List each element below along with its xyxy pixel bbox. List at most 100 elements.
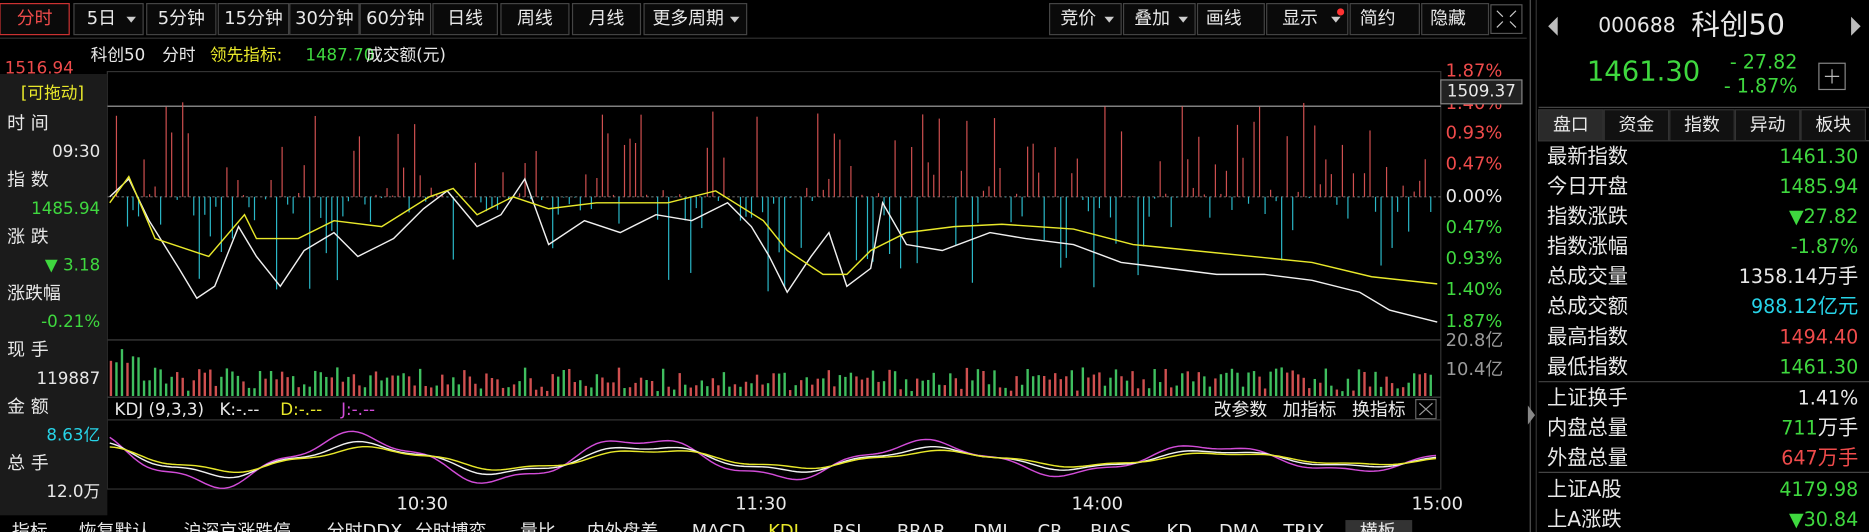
bottom-tab[interactable]: 横板 (1360, 521, 1396, 532)
quote-tab[interactable] (1800, 109, 1867, 142)
period-tab[interactable] (289, 3, 360, 36)
kdj-k: K:-.-- (219, 400, 259, 419)
quote-tab-label[interactable]: 资金 (1619, 114, 1655, 135)
collapse-arrow[interactable] (1527, 405, 1536, 425)
bottom-tab[interactable]: BIAS (1090, 521, 1131, 532)
bottom-tab[interactable]: DMA (1219, 521, 1261, 532)
index-line (109, 177, 1438, 323)
tool-button-label[interactable]: 画线 (1206, 8, 1242, 29)
tool-button-label[interactable]: 竞价 (1060, 8, 1096, 29)
period-tab[interactable] (500, 3, 570, 36)
period-tab[interactable] (0, 3, 70, 36)
pct-axis-label: 1.87% (1446, 61, 1503, 82)
info-label: 总 手 (7, 453, 49, 474)
bottom-tab[interactable]: CR (1038, 521, 1063, 532)
tool-button[interactable] (1196, 3, 1265, 36)
kdj-d: D:-.-- (280, 400, 322, 419)
period-tab[interactable] (571, 3, 642, 36)
bottom-tab[interactable]: KD (1166, 521, 1192, 532)
add-button[interactable] (1818, 62, 1846, 91)
bottom-tab[interactable]: 分时博弈 (415, 521, 487, 532)
close-indicator[interactable] (1415, 398, 1437, 420)
quote-row-value: 1461.30 (1779, 356, 1858, 378)
quote-tab-label[interactable]: 盘口 (1553, 114, 1589, 135)
fullscreen-button[interactable] (1490, 4, 1523, 35)
info-panel[interactable] (0, 73, 108, 516)
pct-axis-label: 0.47% (1446, 217, 1503, 238)
pct-axis-label: 0.93% (1446, 248, 1503, 269)
period-tab-label[interactable]: 60分钟 (366, 8, 425, 29)
bottom-tab[interactable]: 量比 (520, 521, 556, 532)
kdj-title: KDJ (9,3,3) (115, 400, 204, 419)
quote-row-value: 1461.30 (1779, 146, 1858, 168)
quote-row-value: 711 (1781, 418, 1817, 440)
quote-row-label: 最新指数 (1547, 144, 1628, 168)
bottom-tab-bg[interactable] (1345, 520, 1413, 532)
quote-tab[interactable] (1538, 109, 1604, 142)
quote-row-label: 上证换手 (1547, 386, 1628, 410)
period-tab-label[interactable]: 周线 (517, 8, 553, 29)
bottom-tab[interactable]: DMI (973, 521, 1007, 532)
period-tab-label[interactable]: 5分钟 (158, 8, 205, 29)
period-tab-label[interactable]: 日线 (447, 8, 483, 29)
bottom-tab[interactable]: 指标 (12, 521, 48, 532)
quote-row-label: 外盘总量 (1547, 446, 1628, 470)
quote-tab[interactable] (1669, 109, 1735, 142)
period-tab-label[interactable]: 5日 (87, 8, 116, 29)
period-tab-label[interactable]: 更多周期 (652, 8, 724, 29)
prev-button[interactable] (1548, 16, 1558, 36)
quote-tab-label[interactable]: 指数 (1684, 114, 1720, 135)
quote-tab-label[interactable]: 异动 (1750, 114, 1786, 135)
tool-button-label[interactable]: 隐藏 (1430, 8, 1466, 29)
indicator-button[interactable]: 改参数 (1214, 399, 1268, 420)
bottom-tab[interactable]: TRIX (1282, 521, 1324, 532)
quote-row-label: 最低指数 (1547, 354, 1628, 378)
tool-button-label[interactable]: 叠加 (1134, 8, 1170, 29)
period-tab-label[interactable]: 分时 (17, 8, 53, 29)
indicator-button[interactable]: 换指标 (1352, 399, 1406, 420)
period-tab-label[interactable]: 15分钟 (224, 8, 282, 29)
bottom-tab[interactable]: 分时DDX (327, 521, 403, 532)
notice-dot (1337, 8, 1345, 16)
lead-value: 1487.70 (305, 46, 374, 65)
quote-row-value: -1.87% (1791, 236, 1859, 258)
next-button[interactable] (1851, 16, 1861, 36)
period-tab-label[interactable]: 30分钟 (295, 8, 354, 29)
quote-tab[interactable] (1734, 109, 1801, 142)
quote-tab-label[interactable]: 板块 (1815, 114, 1851, 135)
bottom-tab[interactable]: KDJ (768, 521, 799, 532)
info-value: ▼ 3.18 (45, 256, 100, 275)
quote-code: 000688 (1598, 13, 1675, 37)
quote-row-label: 上证A股 (1547, 477, 1622, 501)
period-tab[interactable] (217, 3, 290, 36)
tool-button-label[interactable]: 简约 (1360, 8, 1396, 29)
bottom-tab[interactable]: RSI (833, 521, 862, 532)
quote-tab[interactable] (1603, 109, 1670, 142)
tool-button[interactable] (1349, 3, 1420, 36)
bottom-tab[interactable]: BRAR (897, 521, 946, 532)
indicator-button[interactable]: 加指标 (1283, 399, 1337, 420)
tool-button-label[interactable]: 显示 (1282, 8, 1318, 29)
bottom-tab[interactable]: MACD (692, 521, 746, 532)
quote-row-unit: 万手 (1818, 416, 1859, 440)
period-tab[interactable] (432, 3, 498, 36)
info-label: 现 手 (7, 340, 49, 361)
period-tab-label[interactable]: 月线 (589, 8, 625, 29)
period-tab[interactable] (146, 3, 217, 36)
quote-row-unit: 亿元 (1818, 294, 1859, 318)
tool-button[interactable] (1421, 3, 1490, 36)
bottom-tab[interactable]: 沪深京涨跌停 (184, 521, 291, 532)
period-tab[interactable] (359, 3, 432, 36)
bottom-tab[interactable]: 内外盘差 (587, 521, 659, 532)
quote-change-pct: - 1.87% (1724, 76, 1798, 98)
quote-row-value: 988.12 (1751, 296, 1818, 318)
period-tab[interactable] (643, 3, 748, 36)
quote-row-label: 今日开盘 (1547, 174, 1628, 198)
cursor-value: 1509.37 (1447, 81, 1516, 100)
cursor-value-box (1440, 79, 1523, 105)
bottom-tab[interactable]: 恢复默认 (79, 521, 151, 532)
info-value: 09:30 (52, 142, 100, 161)
info-value: 12.0万 (46, 482, 100, 501)
time-label: 10:30 (396, 494, 448, 515)
